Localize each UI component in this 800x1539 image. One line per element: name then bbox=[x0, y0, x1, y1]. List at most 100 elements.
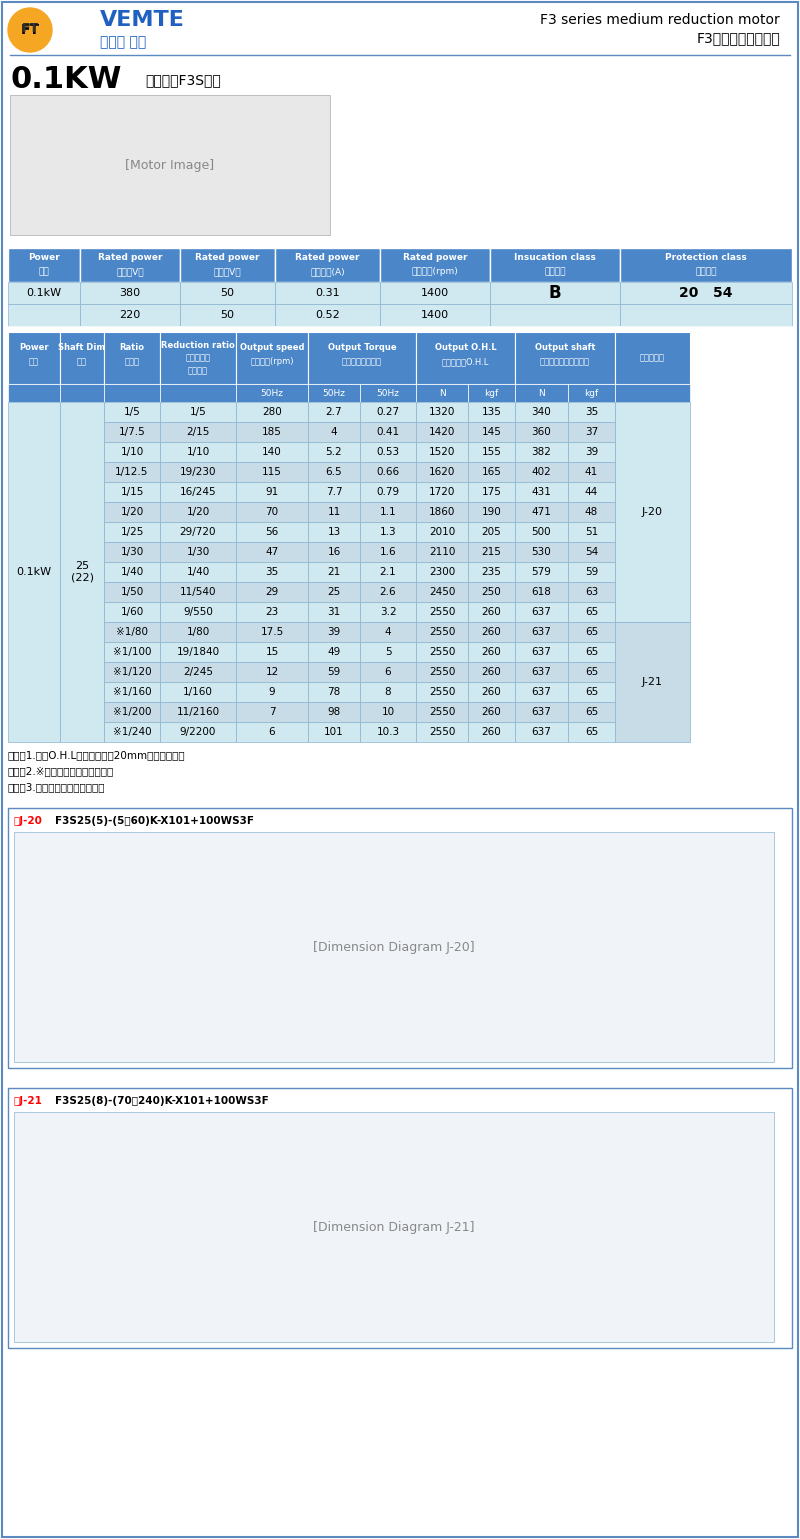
Text: Output O.H.L: Output O.H.L bbox=[434, 343, 496, 352]
Text: FT: FT bbox=[22, 22, 38, 34]
Text: 260: 260 bbox=[482, 706, 502, 717]
Text: 9/550: 9/550 bbox=[183, 606, 213, 617]
Text: 402: 402 bbox=[532, 466, 551, 477]
Text: 51: 51 bbox=[585, 526, 598, 537]
Bar bbox=[468, 582, 515, 602]
Text: 215: 215 bbox=[482, 546, 502, 557]
Text: 1/50: 1/50 bbox=[120, 586, 144, 597]
Text: 9/2200: 9/2200 bbox=[180, 726, 216, 737]
Bar bbox=[180, 248, 275, 282]
Text: Power: Power bbox=[19, 343, 49, 352]
Text: 165: 165 bbox=[482, 466, 502, 477]
Text: 11: 11 bbox=[327, 506, 341, 517]
Bar bbox=[104, 502, 160, 522]
Bar bbox=[515, 682, 568, 702]
Bar bbox=[568, 642, 615, 662]
Bar bbox=[568, 602, 615, 622]
Text: 205: 205 bbox=[482, 526, 502, 537]
Bar bbox=[160, 702, 236, 722]
Bar bbox=[515, 442, 568, 462]
Text: kgf: kgf bbox=[484, 388, 498, 397]
Bar bbox=[568, 462, 615, 482]
Text: 輸出軸容許O.H.L: 輸出軸容許O.H.L bbox=[442, 357, 489, 366]
Bar bbox=[360, 722, 416, 742]
Text: Rated power: Rated power bbox=[295, 254, 360, 263]
Bar bbox=[515, 462, 568, 482]
Bar bbox=[468, 402, 515, 422]
Bar bbox=[308, 462, 360, 482]
Bar bbox=[568, 562, 615, 582]
Bar bbox=[160, 442, 236, 462]
Bar bbox=[360, 482, 416, 502]
Text: 1/5: 1/5 bbox=[190, 406, 206, 417]
Text: 2.7: 2.7 bbox=[326, 406, 342, 417]
Text: 260: 260 bbox=[482, 626, 502, 637]
Text: 65: 65 bbox=[585, 706, 598, 717]
Circle shape bbox=[8, 8, 52, 52]
Text: 2550: 2550 bbox=[429, 726, 455, 737]
Text: 5.2: 5.2 bbox=[326, 446, 342, 457]
Bar bbox=[360, 385, 416, 402]
Text: ※1/80: ※1/80 bbox=[116, 626, 148, 637]
Bar bbox=[236, 542, 308, 562]
Bar bbox=[160, 332, 236, 385]
Text: 0.66: 0.66 bbox=[377, 466, 399, 477]
Text: 6.5: 6.5 bbox=[326, 466, 342, 477]
Text: 35: 35 bbox=[585, 406, 598, 417]
Text: 1520: 1520 bbox=[429, 446, 455, 457]
Bar bbox=[416, 542, 468, 562]
Bar bbox=[568, 722, 615, 742]
Bar bbox=[236, 622, 308, 642]
Text: 減速比: 減速比 bbox=[125, 357, 139, 366]
Text: 功率: 功率 bbox=[29, 357, 39, 366]
Text: 175: 175 bbox=[482, 486, 502, 497]
Text: 1420: 1420 bbox=[429, 426, 455, 437]
Text: 0.1KW: 0.1KW bbox=[10, 66, 122, 94]
Bar bbox=[468, 702, 515, 722]
Text: 15: 15 bbox=[266, 646, 278, 657]
Text: 1/20: 1/20 bbox=[186, 506, 210, 517]
Text: 1720: 1720 bbox=[429, 486, 455, 497]
Text: 98: 98 bbox=[327, 706, 341, 717]
Text: 圖J-20: 圖J-20 bbox=[14, 816, 43, 826]
Text: 輸出軸容許轉矩力: 輸出軸容許轉矩力 bbox=[342, 357, 382, 366]
Bar bbox=[236, 562, 308, 582]
Bar bbox=[60, 402, 104, 742]
Text: N: N bbox=[438, 388, 446, 397]
Text: N: N bbox=[538, 388, 545, 397]
Text: 637: 637 bbox=[531, 606, 551, 617]
Text: 1400: 1400 bbox=[421, 288, 449, 299]
Bar bbox=[160, 622, 236, 642]
Bar bbox=[360, 682, 416, 702]
Text: 50: 50 bbox=[221, 288, 234, 299]
Text: VEMTE: VEMTE bbox=[100, 9, 185, 29]
Bar bbox=[275, 248, 380, 282]
Text: kgf: kgf bbox=[584, 388, 598, 397]
Text: 1/60: 1/60 bbox=[120, 606, 144, 617]
Text: 1/10: 1/10 bbox=[120, 446, 144, 457]
Bar bbox=[308, 542, 360, 562]
Bar bbox=[568, 402, 615, 422]
Text: 260: 260 bbox=[482, 666, 502, 677]
Text: 2.※標記為轉矩力矩限機型。: 2.※標記為轉矩力矩限機型。 bbox=[8, 766, 114, 776]
Text: 39: 39 bbox=[585, 446, 598, 457]
Text: F3系列中型減速電機: F3系列中型減速電機 bbox=[696, 31, 780, 45]
Text: 49: 49 bbox=[327, 646, 341, 657]
Text: 25: 25 bbox=[327, 586, 341, 597]
Text: 35: 35 bbox=[266, 566, 278, 577]
Bar bbox=[416, 442, 468, 462]
Bar bbox=[620, 282, 792, 305]
Text: 235: 235 bbox=[482, 566, 502, 577]
Bar bbox=[515, 332, 615, 385]
Text: 0.53: 0.53 bbox=[377, 446, 399, 457]
Bar bbox=[308, 522, 360, 542]
Text: 50Hz: 50Hz bbox=[261, 388, 283, 397]
Bar bbox=[160, 682, 236, 702]
Bar bbox=[308, 642, 360, 662]
Bar bbox=[568, 662, 615, 682]
Bar bbox=[104, 422, 160, 442]
Bar bbox=[568, 422, 615, 442]
Bar bbox=[14, 833, 774, 1062]
Text: 0.31: 0.31 bbox=[315, 288, 340, 299]
Text: 500: 500 bbox=[532, 526, 551, 537]
